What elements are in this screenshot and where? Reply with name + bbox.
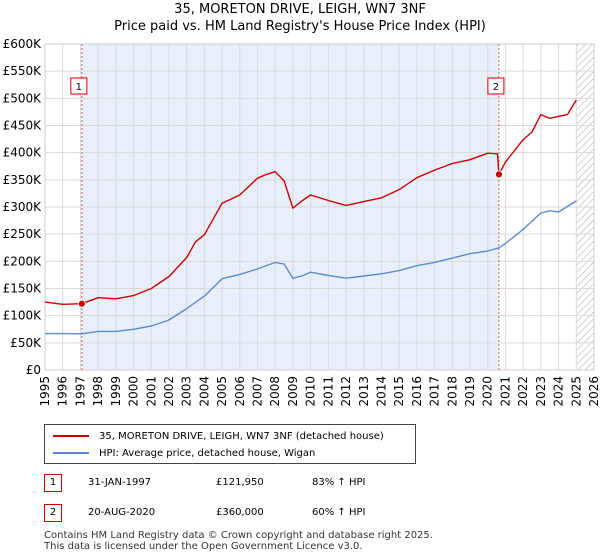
transaction-number-label: 2 [493, 82, 499, 93]
x-tick-label: 2016 [410, 376, 424, 407]
x-tick-label: 2013 [357, 376, 371, 407]
x-tick-label: 2010 [304, 376, 318, 407]
x-tick-label: 1995 [38, 376, 52, 407]
x-tick-label: 2017 [428, 376, 442, 407]
chart-title: 35, MORETON DRIVE, LEIGH, WN7 3NF [174, 2, 426, 17]
plot-frame [44, 43, 595, 371]
x-tick-label: 2001 [144, 376, 158, 407]
transaction-number-badge: 1 [44, 474, 62, 492]
x-tick-label: 2009 [286, 376, 300, 407]
legend-item-property: 35, MORETON DRIVE, LEIGH, WN7 3NF (detac… [53, 428, 384, 444]
x-tick-label: 1996 [56, 376, 70, 407]
x-tick-label: 2021 [498, 376, 512, 407]
transaction-hpi-change: 60% ↑ HPI [312, 507, 366, 518]
legend-swatch-property [53, 435, 89, 437]
transaction-price: £121,950 [216, 477, 264, 488]
y-tick-label: £250K [3, 227, 43, 241]
legend-swatch-hpi [53, 452, 89, 454]
y-tick-label: £600K [3, 37, 43, 51]
y-tick-label: £550K [3, 64, 43, 78]
x-tick-label: 2015 [392, 376, 406, 407]
footer: Contains HM Land Registry data © Crown c… [44, 530, 433, 552]
x-tick-label: 2023 [534, 376, 548, 407]
transaction-point [77, 299, 86, 308]
y-tick-label: £350K [3, 173, 43, 187]
y-tick-label: £400K [3, 146, 43, 160]
y-tick-label: £0 [26, 363, 41, 377]
x-tick-label: 2008 [268, 376, 282, 407]
transaction-number-box [70, 77, 88, 95]
y-tick-label: £100K [3, 309, 43, 323]
transaction-hpi-change: 83% ↑ HPI [312, 477, 366, 488]
x-tick-label: 2018 [445, 376, 459, 407]
x-tick-label: 1998 [91, 376, 105, 407]
transaction-point [494, 170, 503, 179]
legend-label-hpi: HPI: Average price, detached house, Wiga… [99, 447, 316, 459]
y-tick-label: £150K [3, 282, 43, 296]
y-tick-label: £300K [3, 200, 43, 214]
footer-licence: This data is licensed under the Open Gov… [44, 541, 363, 552]
x-tick-label: 2024 [552, 376, 566, 407]
x-tick-label: 2012 [339, 376, 353, 407]
x-tick-label: 2005 [215, 376, 229, 407]
transaction-price: £360,000 [216, 507, 264, 518]
x-tick-label: 2025 [569, 376, 583, 407]
x-tick-label: 1997 [73, 376, 87, 407]
transaction-number-label: 1 [76, 82, 82, 93]
y-tick-label: £50K [10, 336, 42, 350]
legend-item-hpi: HPI: Average price, detached house, Wiga… [53, 445, 315, 461]
transaction-number-box [487, 77, 505, 95]
property-price-line [44, 99, 577, 305]
chart-subtitle: Price paid vs. HM Land Registry's House … [114, 19, 486, 34]
y-tick-label: £450K [3, 119, 43, 133]
x-tick-label: 2014 [374, 376, 388, 407]
x-tick-label: 2020 [481, 376, 495, 407]
x-tick-label: 2011 [321, 376, 335, 407]
x-tick-label: 2007 [251, 376, 265, 407]
transaction-date: 20-AUG-2020 [88, 507, 156, 518]
hpi-line [45, 200, 577, 335]
x-tick-label: 2002 [162, 376, 176, 407]
x-tick-label: 2019 [463, 376, 477, 407]
transaction-date: 31-JAN-1997 [88, 477, 152, 488]
x-tick-label: 2000 [127, 376, 141, 407]
x-tick-label: 2006 [233, 376, 247, 407]
legend: 35, MORETON DRIVE, LEIGH, WN7 3NF (detac… [44, 424, 416, 464]
transaction-number-badge: 2 [44, 504, 62, 522]
x-tick-label: 2003 [180, 376, 194, 407]
y-tick-label: £500K [3, 91, 43, 105]
x-tick-label: 2004 [197, 376, 211, 407]
x-tick-label: 2026 [587, 376, 600, 407]
y-tick-label: £200K [3, 254, 43, 268]
legend-label-property: 35, MORETON DRIVE, LEIGH, WN7 3NF (detac… [99, 430, 384, 442]
x-tick-label: 2022 [516, 376, 530, 407]
footer-copyright: Contains HM Land Registry data © Crown c… [44, 530, 433, 541]
price-chart: £0 £50K £100K £150K £200K £250K £300K £350K £400… [3, 37, 600, 407]
x-tick-label: 1999 [109, 376, 123, 407]
